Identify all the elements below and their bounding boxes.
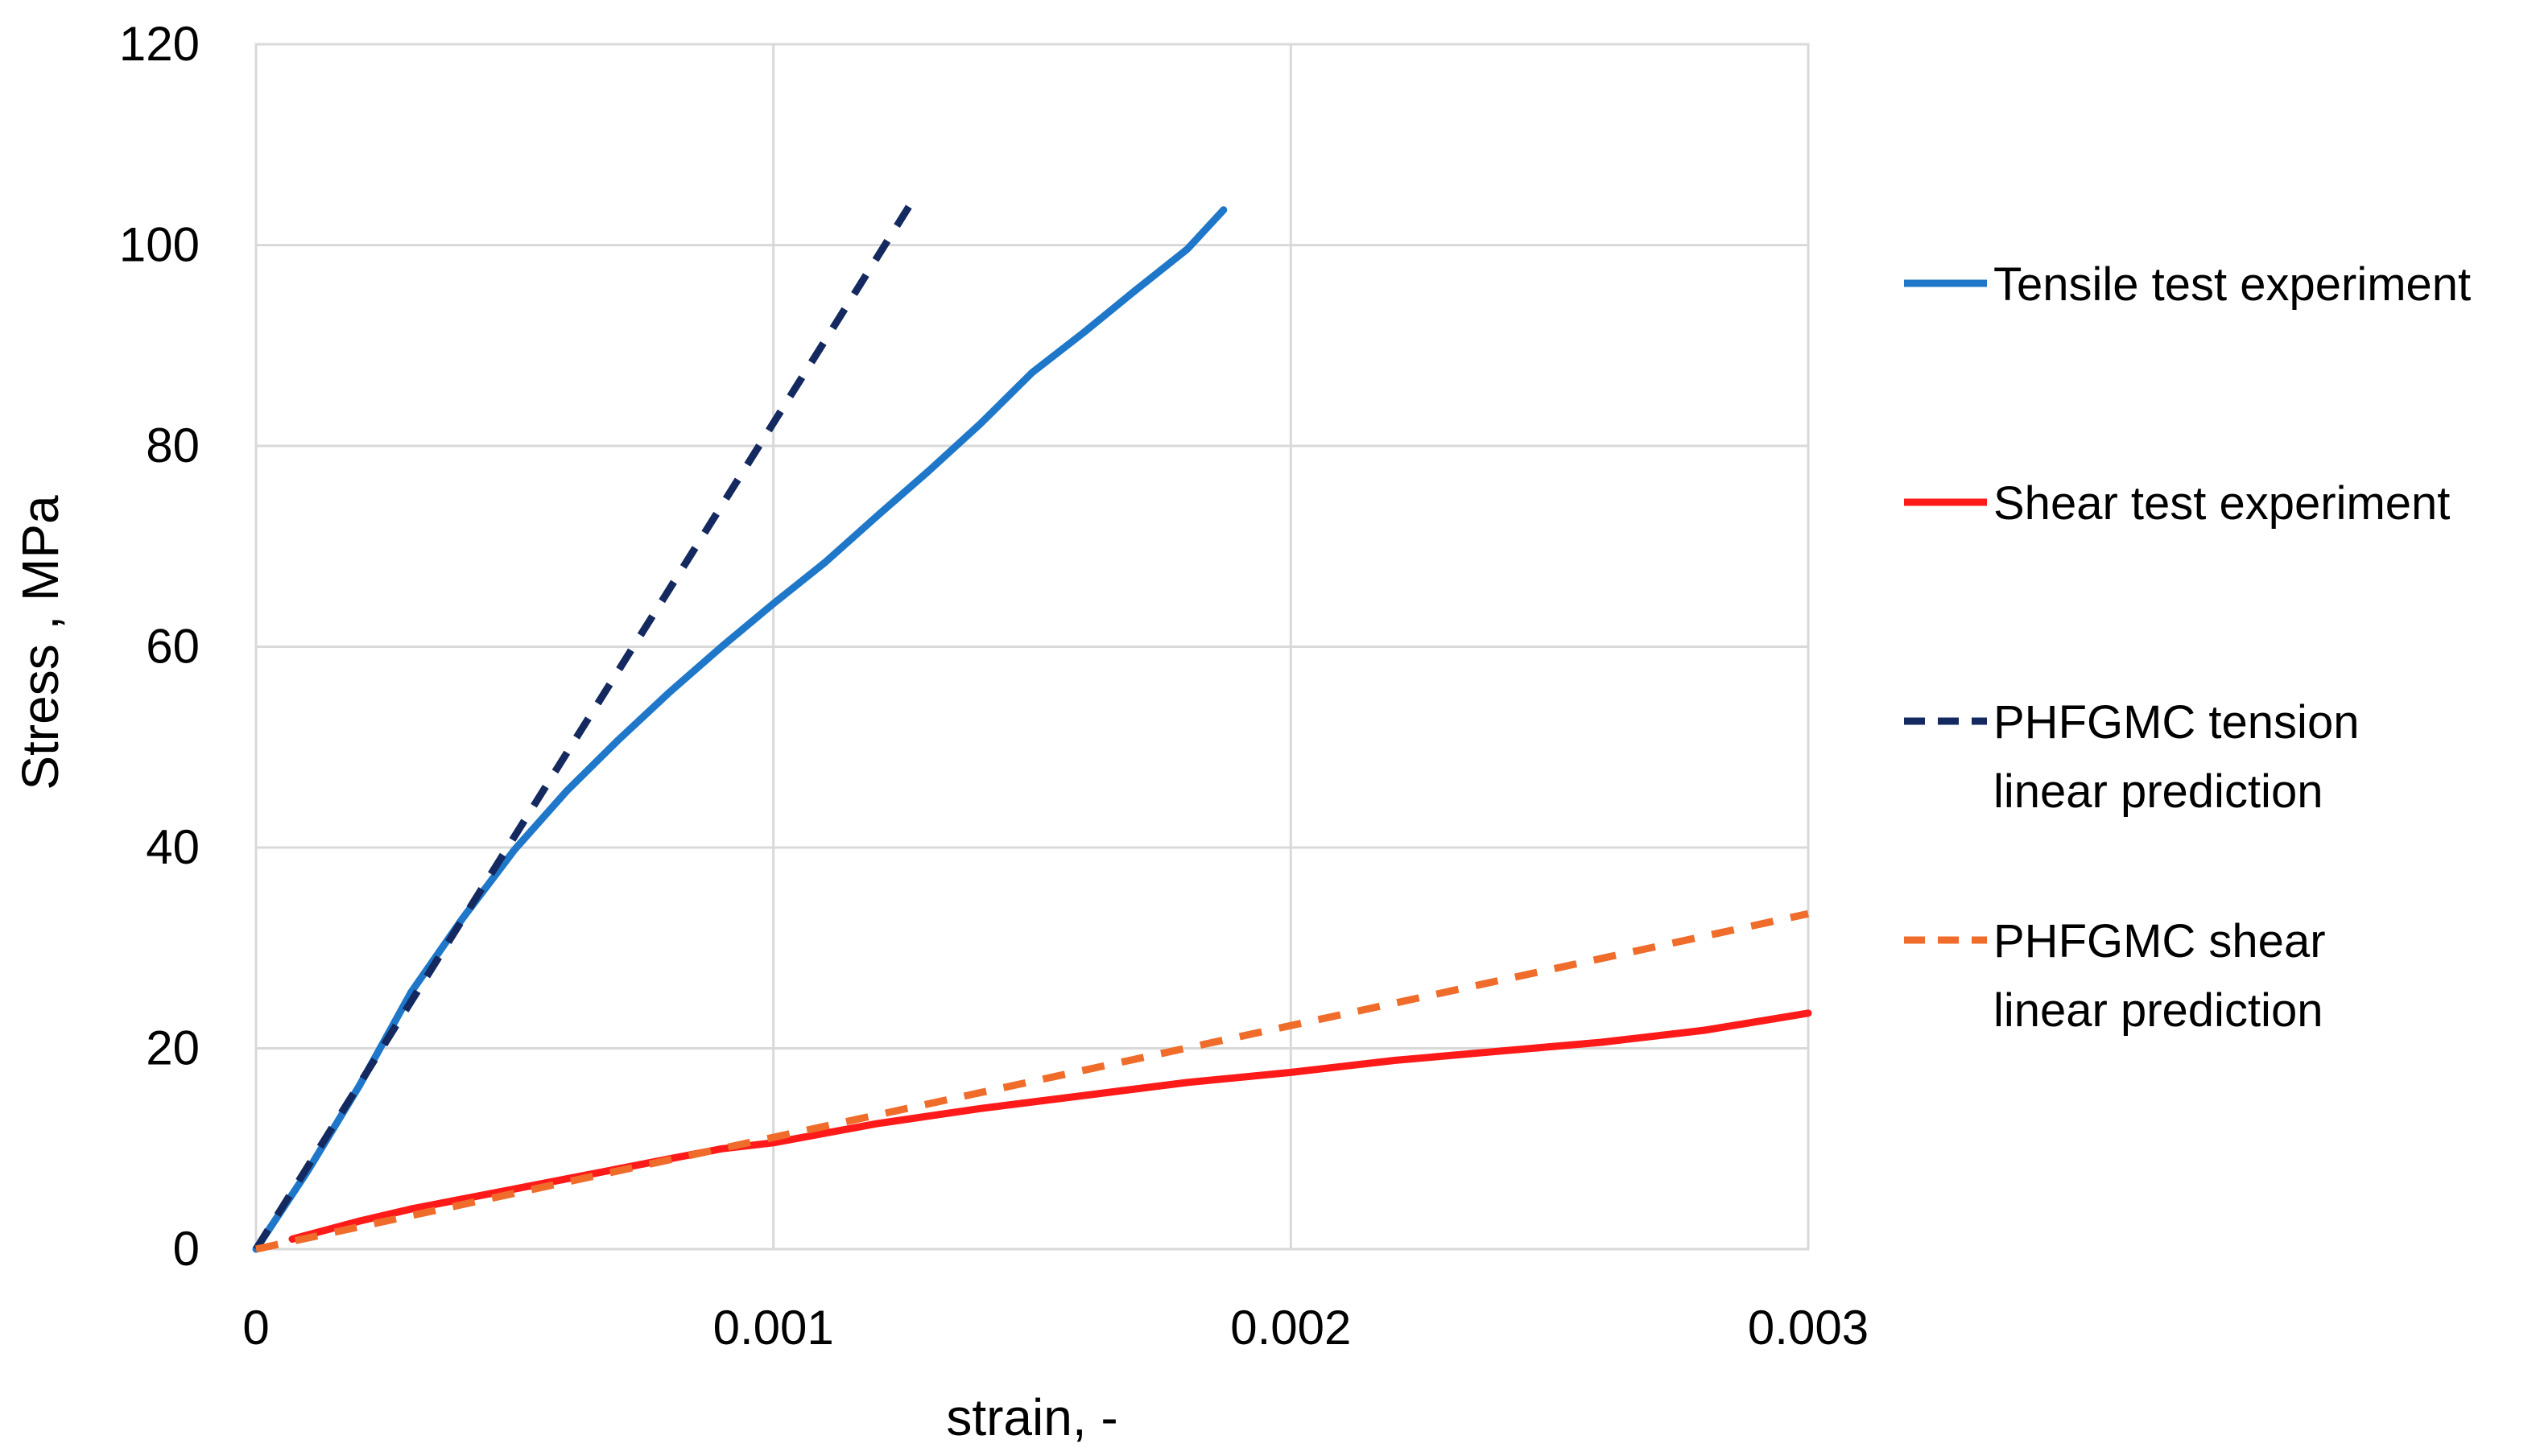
x-tick-label: 0.003 — [1748, 1301, 1869, 1355]
series-line-1 — [252, 206, 1228, 1253]
y-tick-label: 80 — [146, 419, 200, 472]
series-line-2 — [288, 1009, 1812, 1243]
x-axis-title: strain, - — [946, 1388, 1117, 1446]
x-tick-label: 0 — [242, 1301, 269, 1355]
y-tick-label: 120 — [119, 17, 200, 71]
legend: Tensile test experiment Shear test experi… — [1904, 258, 2471, 1037]
legend-label: Tensile test experiment — [1993, 258, 2471, 311]
x-tick-labels: 0 0.001 0.002 0.003 — [242, 1301, 1869, 1355]
x-tick-label: 0.001 — [713, 1301, 834, 1355]
y-axis-title: Stress , MPa — [11, 495, 69, 790]
y-tick-label: 100 — [119, 218, 200, 272]
y-tick-label: 20 — [146, 1021, 200, 1075]
series-line-3 — [253, 198, 917, 1252]
plot-frame — [254, 43, 1810, 1251]
y-tick-label: 60 — [146, 620, 200, 674]
y-tick-labels: 0 20 40 60 80 100 120 — [119, 17, 200, 1276]
legend-label: linear prediction — [1993, 765, 2323, 818]
legend-label: PHFGMC tension — [1993, 696, 2359, 749]
legend-label: linear prediction — [1993, 984, 2323, 1037]
series-layer — [252, 198, 1812, 1253]
y-tick-label: 0 — [173, 1222, 200, 1276]
x-tick-label: 0.002 — [1230, 1301, 1351, 1355]
legend-label: Shear test experiment — [1993, 477, 2450, 530]
y-tick-label: 40 — [146, 820, 200, 874]
legend-label: PHFGMC shear — [1993, 915, 2326, 967]
